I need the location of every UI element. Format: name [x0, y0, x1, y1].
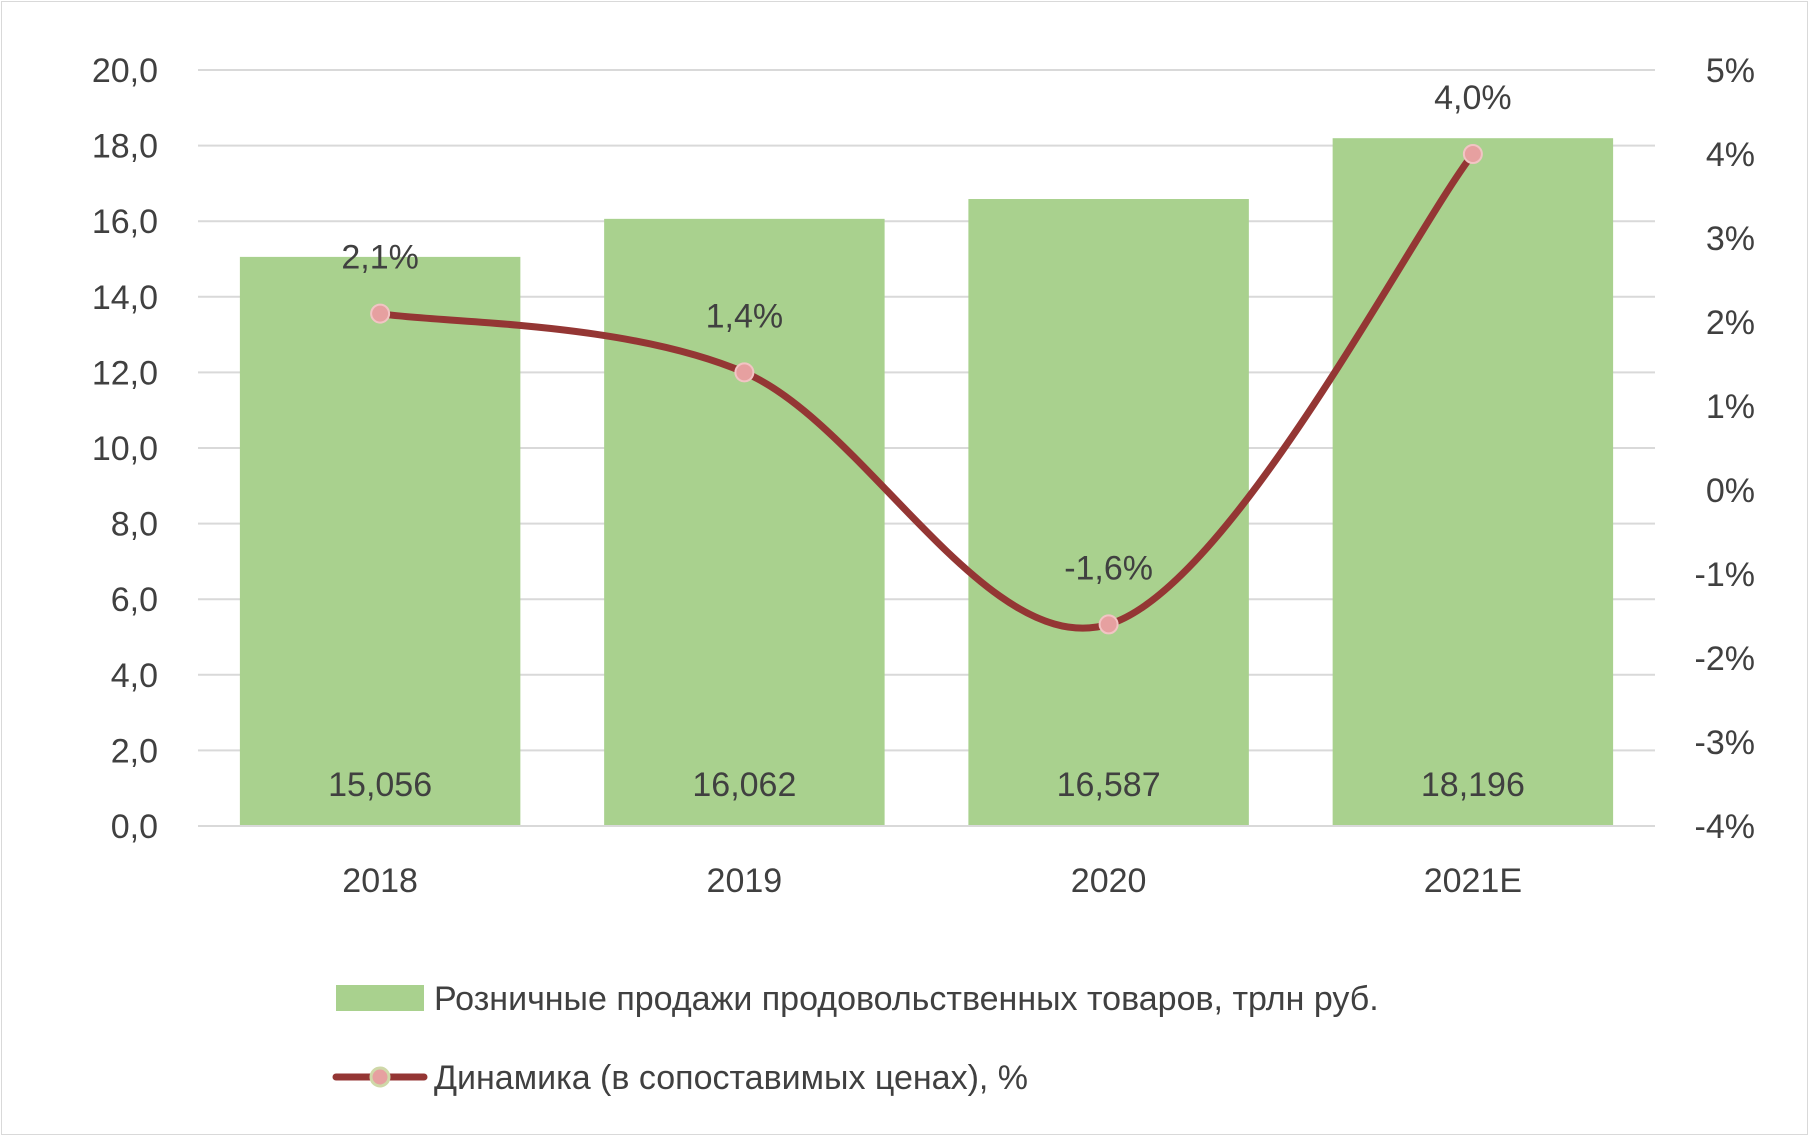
bars — [239, 138, 1614, 827]
x-tick-label: 2021E — [1424, 862, 1522, 900]
line-series — [370, 144, 1483, 635]
line-value-label: 1,4% — [706, 297, 784, 335]
line-point-2020 — [1098, 614, 1119, 635]
x-tick-label: 2019 — [707, 862, 783, 900]
y-left-tick-label: 2,0 — [111, 732, 158, 770]
y-left-tick-label: 6,0 — [111, 581, 158, 619]
y-right-tick-label: 5% — [1706, 52, 1755, 90]
y-right-tick-label: -1% — [1695, 556, 1755, 594]
line-point-2021E — [1462, 144, 1483, 164]
axes: 0,0 2,0 4,0 6,0 8,0 10,0 12,0 14,0 16,0 18,0 20,0 -… — [92, 52, 1755, 900]
bar-value-label: 18,196 — [1421, 766, 1525, 804]
data-labels: 15,056 16,062 16,587 18,196 2,1% 1,4% -1,6% 4,0… — [328, 79, 1525, 804]
bar-value-label: 15,056 — [328, 766, 432, 804]
y-left-tick-label: 12,0 — [92, 354, 158, 392]
legend-line-marker — [369, 1066, 391, 1088]
y-right-tick-label: 1% — [1706, 388, 1755, 426]
legend-bar-label: Розничные продажи продовольственных това… — [434, 980, 1379, 1018]
line-point-2019 — [734, 362, 755, 383]
x-tick-label: 2018 — [342, 862, 418, 900]
y-left-tick-label: 16,0 — [92, 203, 158, 241]
line-value-label: 2,1% — [341, 239, 419, 277]
y-right-tick-label: 2% — [1706, 304, 1755, 342]
legend-line-label: Динамика (в сопоставимых ценах), % — [434, 1059, 1028, 1097]
x-tick-label: 2020 — [1071, 862, 1147, 900]
bar-2020 — [968, 199, 1249, 826]
bar-2019 — [604, 218, 885, 827]
y-right-tick-label: 3% — [1706, 220, 1755, 258]
bar-2021E — [1332, 138, 1614, 827]
bar-value-label: 16,062 — [692, 766, 796, 804]
y-left-tick-label: 20,0 — [92, 52, 158, 90]
y-left-tick-label: 18,0 — [92, 128, 158, 166]
y-right-tick-label: -4% — [1695, 808, 1755, 846]
dynamics-line — [376, 150, 1477, 632]
line-value-label: -1,6% — [1064, 549, 1153, 587]
y-right-tick-label: 0% — [1706, 472, 1755, 510]
line-point-2018 — [370, 303, 391, 324]
y-right-tick-label: -2% — [1695, 640, 1755, 678]
line-value-label: 4,0% — [1434, 79, 1512, 117]
bar-value-label: 16,587 — [1057, 766, 1161, 804]
y-left-tick-label: 10,0 — [92, 430, 158, 468]
y-right-tick-label: 4% — [1706, 136, 1755, 174]
y-left-tick-label: 14,0 — [92, 279, 158, 317]
y-left-tick-label: 8,0 — [111, 506, 158, 544]
bar-2018 — [239, 256, 521, 827]
y-left-tick-label: 4,0 — [111, 657, 158, 695]
y-left-tick-label: 0,0 — [111, 808, 158, 846]
y-right-tick-label: -3% — [1695, 724, 1755, 762]
legend: Розничные продажи продовольственных това… — [332, 980, 1379, 1097]
legend-bar-swatch — [336, 985, 424, 1011]
